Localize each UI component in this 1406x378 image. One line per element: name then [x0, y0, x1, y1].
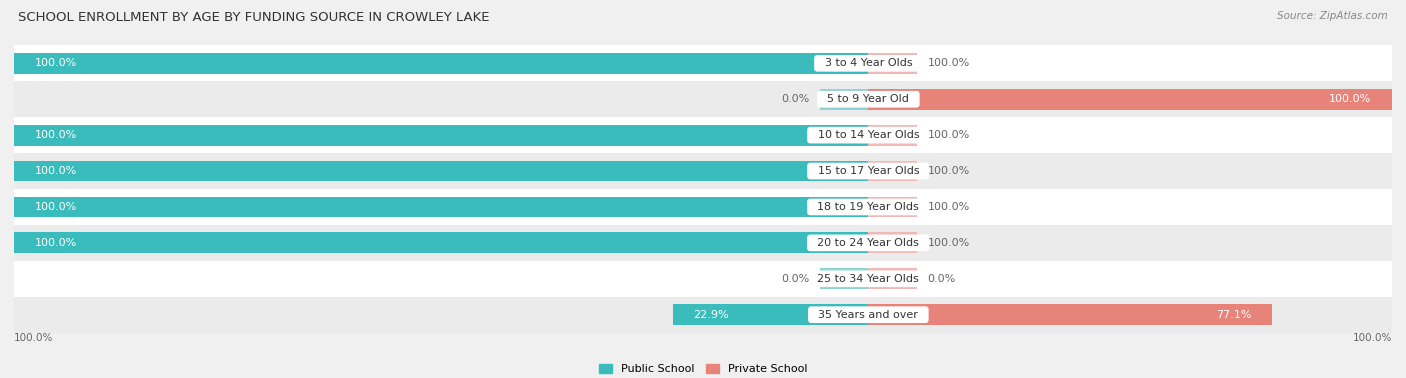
- Text: 100.0%: 100.0%: [928, 166, 970, 176]
- Bar: [869, 232, 917, 253]
- Text: 3 to 4 Year Olds: 3 to 4 Year Olds: [817, 58, 920, 68]
- Bar: [869, 125, 917, 146]
- Bar: [820, 268, 869, 289]
- Text: 100.0%: 100.0%: [14, 333, 53, 343]
- Text: 0.0%: 0.0%: [780, 94, 808, 104]
- Text: 35 Years and over: 35 Years and over: [811, 310, 925, 320]
- Bar: [14, 153, 1392, 189]
- Text: 100.0%: 100.0%: [35, 238, 77, 248]
- Bar: [869, 53, 917, 74]
- Legend: Public School, Private School: Public School, Private School: [595, 359, 811, 378]
- Bar: [869, 268, 917, 289]
- Text: 77.1%: 77.1%: [1216, 310, 1251, 320]
- Text: 15 to 17 Year Olds: 15 to 17 Year Olds: [810, 166, 927, 176]
- Text: 100.0%: 100.0%: [35, 202, 77, 212]
- Text: 100.0%: 100.0%: [35, 58, 77, 68]
- Bar: [14, 232, 869, 253]
- Text: SCHOOL ENROLLMENT BY AGE BY FUNDING SOURCE IN CROWLEY LAKE: SCHOOL ENROLLMENT BY AGE BY FUNDING SOUR…: [18, 11, 489, 24]
- Text: 100.0%: 100.0%: [928, 202, 970, 212]
- Text: 0.0%: 0.0%: [780, 274, 808, 284]
- Bar: [869, 161, 917, 181]
- Text: 22.9%: 22.9%: [693, 310, 728, 320]
- Bar: [14, 125, 869, 146]
- Text: 20 to 24 Year Olds: 20 to 24 Year Olds: [810, 238, 927, 248]
- Bar: [14, 297, 1392, 333]
- Text: Source: ZipAtlas.com: Source: ZipAtlas.com: [1277, 11, 1388, 21]
- Text: 100.0%: 100.0%: [35, 166, 77, 176]
- Bar: [869, 304, 1272, 325]
- Text: 0.0%: 0.0%: [928, 274, 956, 284]
- Text: 25 to 34 Year Olds: 25 to 34 Year Olds: [810, 274, 927, 284]
- Text: 100.0%: 100.0%: [1329, 94, 1371, 104]
- Text: 100.0%: 100.0%: [35, 130, 77, 140]
- Bar: [869, 197, 917, 217]
- Bar: [869, 89, 1392, 110]
- Text: 100.0%: 100.0%: [928, 58, 970, 68]
- Text: 100.0%: 100.0%: [1353, 333, 1392, 343]
- Bar: [14, 45, 1392, 81]
- Bar: [672, 304, 869, 325]
- Bar: [14, 161, 869, 181]
- Text: 18 to 19 Year Olds: 18 to 19 Year Olds: [810, 202, 927, 212]
- Bar: [14, 117, 1392, 153]
- Text: 100.0%: 100.0%: [928, 238, 970, 248]
- Text: 5 to 9 Year Old: 5 to 9 Year Old: [821, 94, 917, 104]
- Text: 100.0%: 100.0%: [928, 130, 970, 140]
- Bar: [14, 225, 1392, 261]
- Text: 10 to 14 Year Olds: 10 to 14 Year Olds: [810, 130, 927, 140]
- Bar: [14, 189, 1392, 225]
- Bar: [14, 53, 869, 74]
- Bar: [14, 197, 869, 217]
- Bar: [14, 81, 1392, 117]
- Bar: [820, 89, 869, 110]
- Bar: [14, 261, 1392, 297]
